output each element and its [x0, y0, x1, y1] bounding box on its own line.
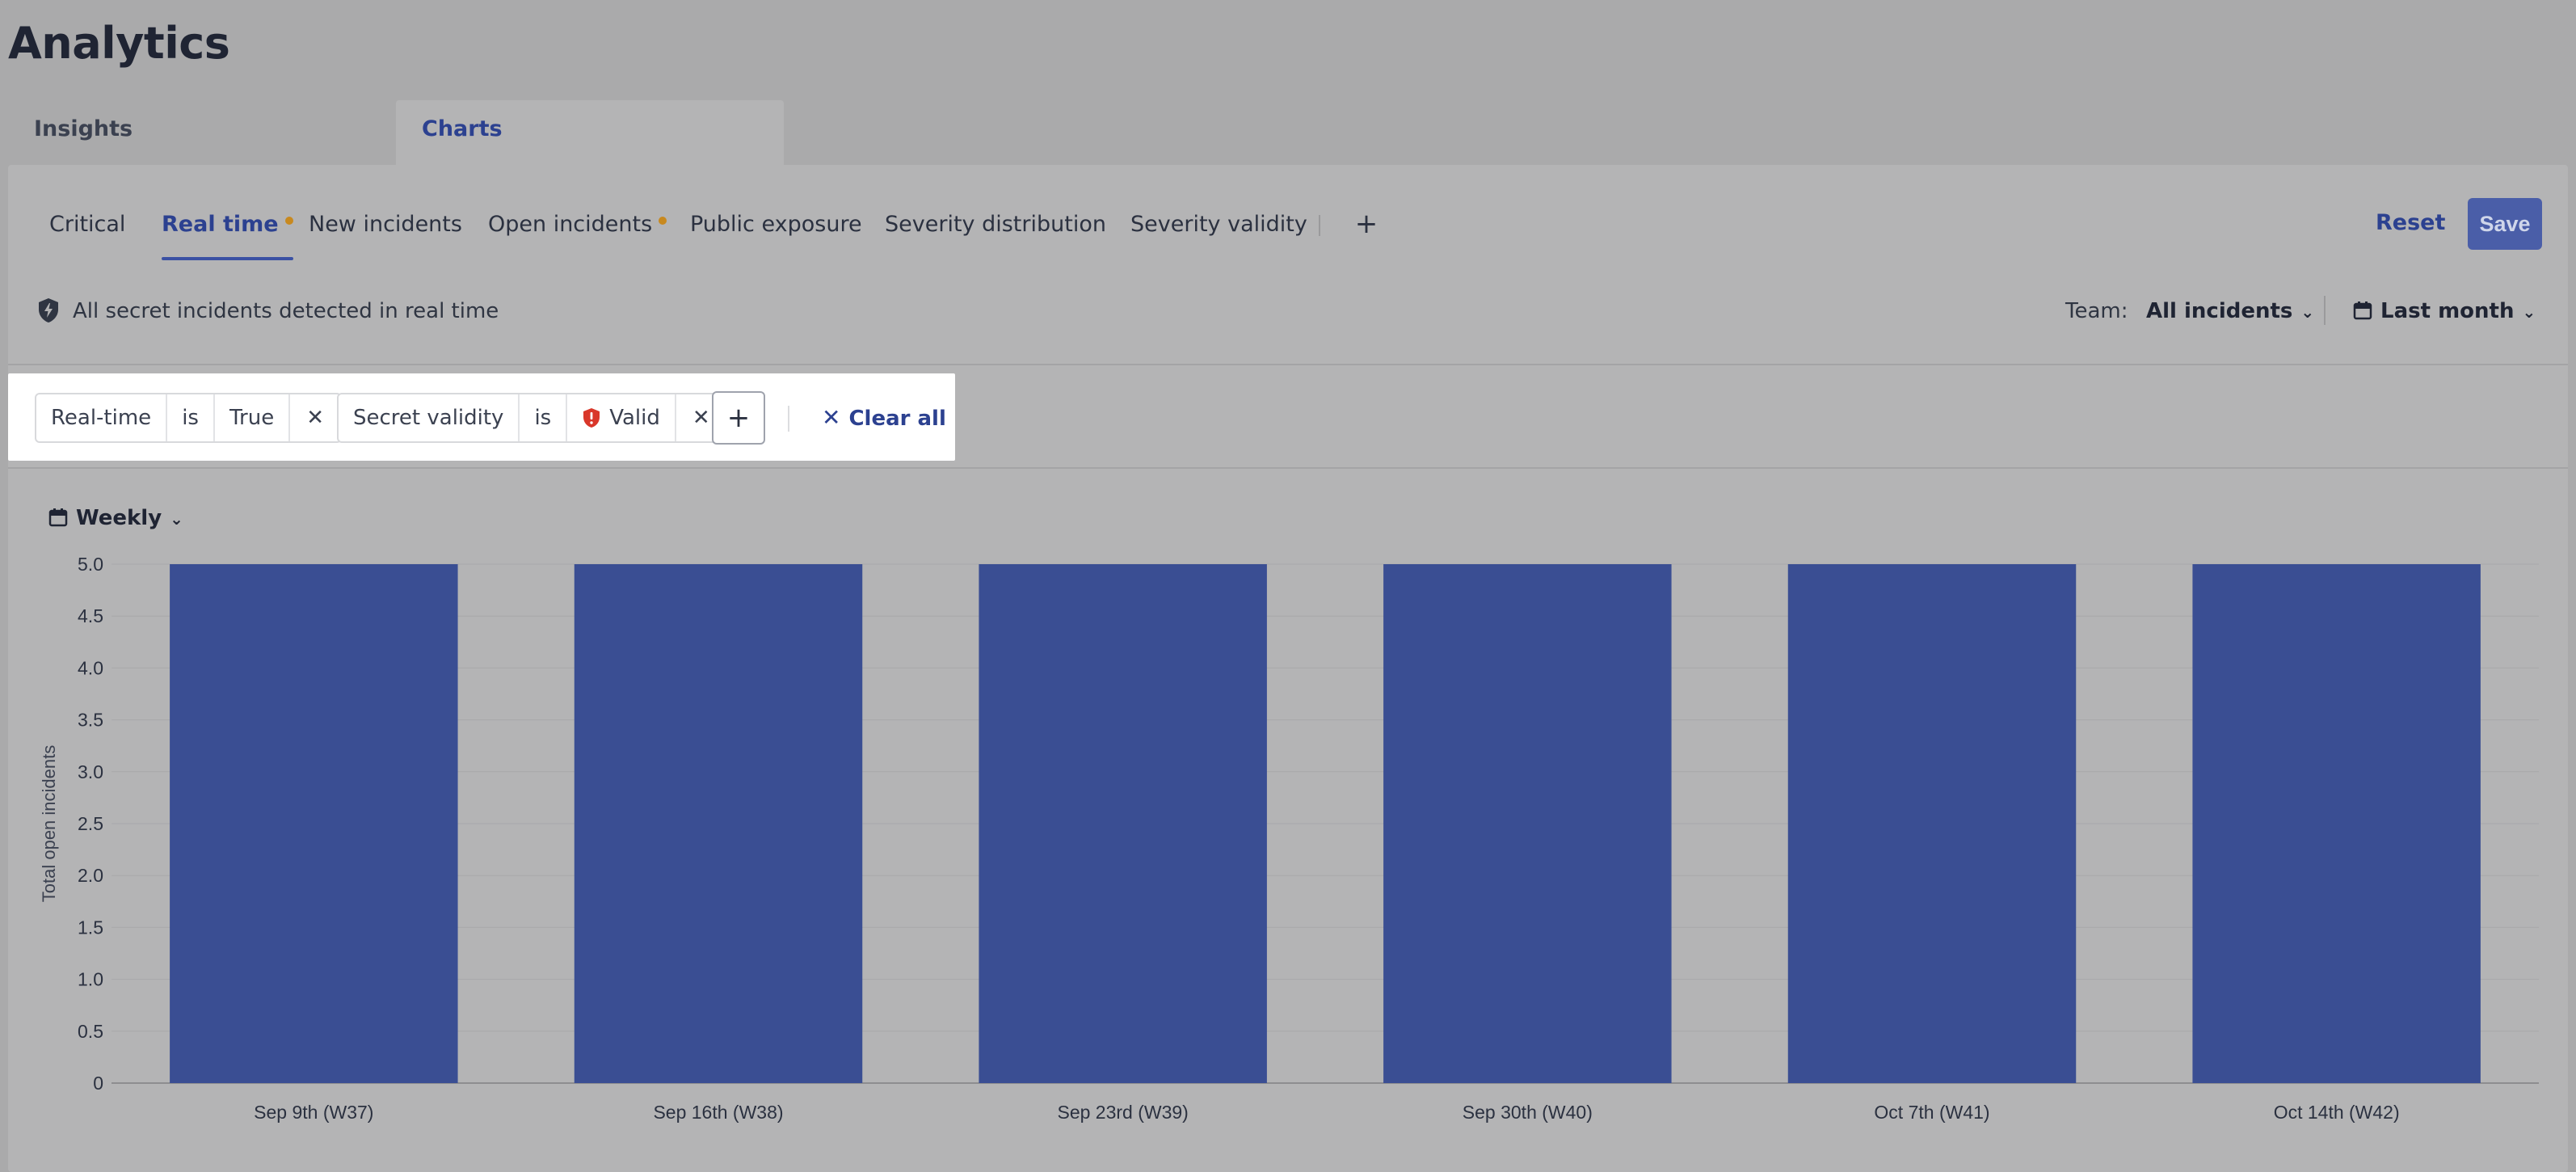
y-tick-label: 1.5	[78, 917, 103, 938]
section-divider	[8, 467, 2568, 469]
filter-value[interactable]: True	[215, 394, 291, 441]
subtab-label: Severity validity	[1130, 212, 1307, 237]
filter-field[interactable]: Real-time	[36, 394, 168, 441]
page-title: Analytics	[8, 18, 230, 69]
add-tab-button[interactable]: +	[1354, 208, 1378, 240]
period-select[interactable]: Last month ⌄	[2353, 299, 2536, 323]
y-tick-label: 2.5	[78, 813, 103, 834]
subtab-critical[interactable]: Critical	[49, 212, 125, 260]
unsaved-dot	[284, 217, 293, 225]
reset-button[interactable]: Reset	[2376, 210, 2446, 235]
add-filter-button[interactable]: +	[712, 391, 765, 445]
subtab-severity-validity[interactable]: Severity validity	[1130, 212, 1307, 260]
calendar-icon	[48, 508, 68, 527]
subtab-public-exposure[interactable]: Public exposure	[690, 212, 862, 260]
subtab-severity-distribution[interactable]: Severity distribution	[885, 212, 1106, 260]
subtab-open-incidents[interactable]: Open incidents	[488, 212, 667, 260]
bar-chart: 0 0.5 1.0 1.5 2.0 2.5 3.0 3.5 4.0 4.5 5.0 Sep 9th (…	[8, 537, 2568, 1172]
bar	[1787, 564, 2077, 1083]
interval-select[interactable]: Weekly ⌄	[48, 506, 183, 530]
y-tick-label: 3.0	[78, 761, 103, 782]
filter-operator[interactable]: is	[167, 394, 215, 441]
y-tick-label: 2.0	[78, 865, 103, 886]
unsaved-dot	[659, 217, 667, 225]
y-tick-label: 4.5	[78, 605, 103, 626]
filter-value-label: Valid	[609, 406, 660, 430]
main-tabs: Insights Charts	[8, 100, 784, 165]
clear-all-button[interactable]: ✕ Clear all	[822, 404, 946, 431]
x-tick-label: Sep 30th (W40)	[1463, 1102, 1593, 1123]
filter-chip-real-time: Real-time is True ✕	[35, 393, 342, 443]
tab-charts[interactable]: Charts	[396, 100, 784, 165]
subtab-label: Critical	[49, 212, 126, 237]
y-tick-label: 0.5	[78, 1021, 103, 1042]
tab-divider	[1319, 215, 1320, 236]
bar	[574, 564, 863, 1083]
clear-all-label: Clear all	[848, 407, 946, 431]
y-tick-label: 4.0	[78, 657, 103, 678]
subtab-real-time[interactable]: Real time	[162, 212, 293, 260]
bar	[2192, 564, 2481, 1083]
team-select[interactable]: All incidents ⌄	[2146, 299, 2314, 323]
charts-panel: Critical Real time New incidents Open in…	[8, 165, 2568, 1172]
subtab-label: Public exposure	[690, 212, 862, 237]
y-tick-label: 3.5	[78, 710, 103, 731]
close-icon: ✕	[822, 404, 841, 431]
filter-operator[interactable]: is	[520, 394, 568, 441]
filter-bar: Real-time is True ✕ Secret validity is V…	[8, 373, 955, 461]
interval-select-value: Weekly	[76, 506, 162, 530]
bar	[1383, 564, 1672, 1083]
y-tick-label: 5.0	[78, 554, 103, 575]
subtab-label: Open incidents	[488, 212, 653, 237]
x-tick-label: Sep 9th (W37)	[254, 1102, 373, 1123]
remove-filter-close-icon[interactable]: ✕	[692, 406, 710, 430]
lightning-shield-icon	[39, 298, 58, 323]
bar	[170, 564, 458, 1083]
x-tick-label: Oct 14th (W42)	[2274, 1102, 2400, 1123]
filter-divider	[2324, 296, 2326, 325]
chart-info-row: All secret incidents detected in real ti…	[8, 260, 2568, 365]
chevron-down-icon: ⌄	[2522, 301, 2536, 322]
team-label: Team:	[2065, 299, 2128, 323]
shield-alert-icon	[583, 408, 600, 428]
y-tick-label: 1.0	[78, 969, 103, 990]
period-select-value: Last month	[2380, 299, 2515, 323]
bar	[979, 564, 1267, 1083]
y-tick-label: 0	[93, 1073, 103, 1094]
subtab-label: Severity distribution	[885, 212, 1106, 237]
filter-value[interactable]: Valid	[567, 394, 676, 441]
subtab-label: New incidents	[309, 212, 462, 237]
remove-filter-close-icon[interactable]: ✕	[306, 406, 324, 430]
chart-subtabs: Critical Real time New incidents Open in…	[8, 165, 2568, 260]
calendar-icon	[2353, 301, 2372, 320]
chevron-down-icon: ⌄	[170, 508, 183, 529]
chart-svg: 0 0.5 1.0 1.5 2.0 2.5 3.0 3.5 4.0 4.5 5.0 Sep 9th (…	[39, 554, 2539, 1123]
subtab-label: Real time	[162, 212, 279, 237]
chart-description: All secret incidents detected in real ti…	[73, 299, 499, 323]
filter-separator	[788, 406, 789, 432]
y-axis-label: Total open incidents	[39, 745, 59, 902]
subtab-new-incidents[interactable]: New incidents	[309, 212, 462, 260]
save-button[interactable]: Save	[2468, 198, 2542, 250]
x-tick-label: Sep 16th (W38)	[653, 1102, 783, 1123]
x-tick-label: Oct 7th (W41)	[1874, 1102, 1989, 1123]
chevron-down-icon: ⌄	[2300, 301, 2315, 322]
x-tick-label: Sep 23rd (W39)	[1057, 1102, 1188, 1123]
team-select-value: All incidents	[2146, 299, 2293, 323]
filter-chip-secret-validity: Secret validity is Valid ✕	[337, 393, 728, 443]
filter-field[interactable]: Secret validity	[339, 394, 520, 441]
tab-insights[interactable]: Insights	[34, 116, 133, 141]
